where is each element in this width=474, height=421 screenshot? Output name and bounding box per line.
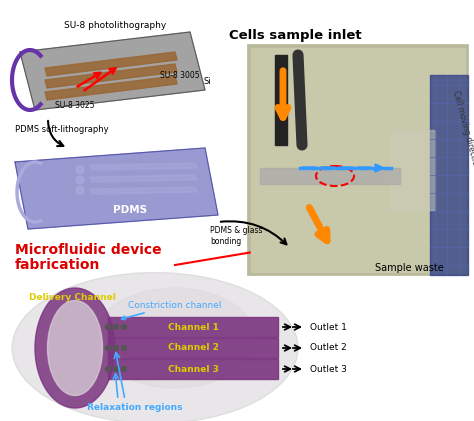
Text: Channel 2: Channel 2 (168, 344, 219, 352)
Circle shape (76, 176, 84, 184)
Ellipse shape (47, 301, 102, 395)
Text: Sample waste: Sample waste (375, 263, 444, 273)
Polygon shape (15, 148, 218, 229)
Circle shape (106, 346, 110, 351)
Polygon shape (90, 163, 197, 170)
Circle shape (76, 186, 84, 194)
Text: Channel 1: Channel 1 (168, 322, 219, 331)
Circle shape (106, 325, 110, 330)
Bar (108, 359, 278, 379)
Text: PDMS soft-lithography: PDMS soft-lithography (15, 125, 109, 134)
Bar (390, 130, 435, 210)
Text: Constriction channel: Constriction channel (121, 301, 222, 320)
Bar (251, 48, 465, 272)
Text: Cells sample inlet: Cells sample inlet (228, 29, 361, 43)
Text: Outlet 2: Outlet 2 (310, 344, 347, 352)
Bar (275, 55, 287, 145)
Text: PDMS & glass
bonding: PDMS & glass bonding (210, 226, 263, 246)
Polygon shape (45, 76, 177, 100)
Text: SU-8 photolithography: SU-8 photolithography (64, 21, 166, 30)
Text: fabrication: fabrication (15, 258, 100, 272)
Text: Channel 3: Channel 3 (168, 365, 219, 373)
Ellipse shape (13, 274, 297, 421)
Ellipse shape (35, 288, 115, 408)
Polygon shape (65, 160, 197, 171)
Text: Microfluidic device: Microfluidic device (15, 243, 162, 257)
Circle shape (113, 367, 118, 371)
Polygon shape (45, 64, 177, 88)
Polygon shape (65, 171, 197, 182)
Bar (430, 75, 468, 275)
Polygon shape (45, 52, 177, 76)
Bar (248, 45, 468, 275)
Ellipse shape (12, 273, 298, 421)
Polygon shape (65, 182, 197, 193)
Bar (108, 317, 278, 337)
Text: SU-8 3025: SU-8 3025 (55, 101, 94, 109)
Circle shape (121, 367, 127, 371)
Text: Relaxation regions: Relaxation regions (87, 403, 183, 413)
Polygon shape (20, 32, 205, 110)
Text: Outlet 3: Outlet 3 (310, 365, 347, 373)
Bar (108, 338, 278, 358)
Text: SU-8 3005: SU-8 3005 (160, 70, 200, 80)
Polygon shape (90, 187, 197, 194)
Text: Delivery Channel: Delivery Channel (28, 293, 116, 301)
Text: Cell moving direction: Cell moving direction (451, 90, 474, 171)
Circle shape (76, 166, 84, 174)
Text: Si: Si (204, 77, 211, 86)
Bar (260, 168, 400, 184)
Circle shape (121, 325, 127, 330)
Circle shape (113, 325, 118, 330)
Polygon shape (90, 175, 197, 182)
Text: PDMS: PDMS (113, 205, 147, 215)
Circle shape (106, 367, 110, 371)
Circle shape (113, 346, 118, 351)
Text: Outlet 1: Outlet 1 (310, 322, 347, 331)
Circle shape (121, 346, 127, 351)
Ellipse shape (95, 288, 255, 388)
